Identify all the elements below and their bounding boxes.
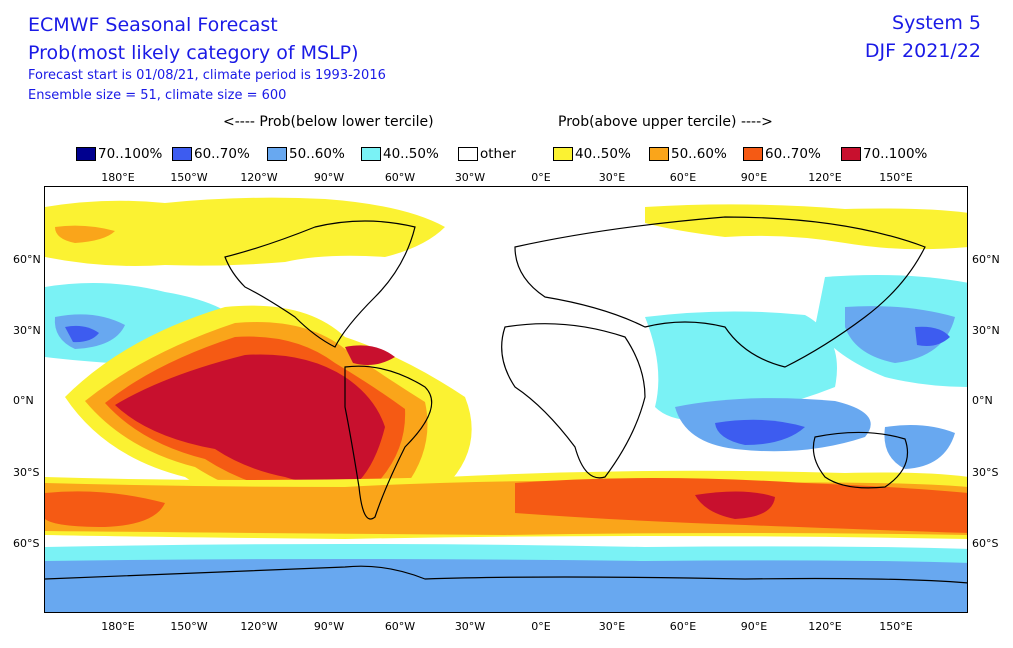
lon-label: 60°W bbox=[384, 620, 416, 633]
coastlines bbox=[45, 216, 967, 584]
lon-label: 90°W bbox=[313, 620, 345, 633]
region-carib-red bbox=[345, 345, 395, 365]
lon-label: 90°W bbox=[313, 171, 345, 184]
lat-label: 30°N bbox=[972, 324, 1000, 337]
coast-eurasia bbox=[514, 216, 926, 368]
lon-label: 90°E bbox=[740, 171, 768, 184]
region-epac-red bbox=[115, 354, 385, 486]
lat-label: 30°S bbox=[13, 466, 40, 479]
legend-swatch bbox=[743, 147, 763, 161]
title-main: ECMWF Seasonal Forecast bbox=[28, 14, 278, 36]
lat-label: 0°N bbox=[972, 394, 993, 407]
region-nasia-yellow bbox=[645, 204, 967, 250]
lon-label: 30°W bbox=[454, 171, 486, 184]
lon-label: 0°E bbox=[531, 171, 551, 184]
legend-item: 50..60% bbox=[267, 146, 345, 162]
lon-label: 120°E bbox=[808, 620, 842, 633]
legend-swatch bbox=[458, 147, 478, 161]
region-ant-blue bbox=[45, 559, 967, 612]
title-ensemble-size: Ensemble size = 51, climate size = 600 bbox=[28, 88, 287, 103]
legend: 70..100% 60..70% 50..60% 40..50% other 40..50… bbox=[76, 146, 956, 166]
legend-swatch bbox=[841, 147, 861, 161]
map-svg bbox=[45, 197, 967, 612]
region-north-orange bbox=[55, 225, 115, 243]
legend-item: 70..100% bbox=[841, 146, 927, 162]
region-north-yellow bbox=[45, 197, 445, 266]
region-so-red bbox=[695, 491, 775, 519]
lon-label: 150°W bbox=[170, 171, 208, 184]
legend-swatch bbox=[361, 147, 381, 161]
lat-label: 60°N bbox=[13, 253, 41, 266]
lat-label: 30°N bbox=[13, 324, 41, 337]
legend-item: 60..70% bbox=[172, 146, 250, 162]
lon-label: 180°E bbox=[101, 171, 135, 184]
legend-label: 40..50% bbox=[383, 146, 439, 162]
coast-south-america bbox=[344, 365, 433, 520]
system-label: System 5 bbox=[892, 12, 981, 34]
period-label: DJF 2021/22 bbox=[864, 40, 981, 62]
lon-label: 120°W bbox=[240, 620, 278, 633]
lon-label: 150°E bbox=[879, 620, 913, 633]
lon-label: 60°W bbox=[384, 171, 416, 184]
lon-label: 120°W bbox=[240, 171, 278, 184]
lon-label: 30°E bbox=[598, 171, 626, 184]
legend-item: 60..70% bbox=[743, 146, 821, 162]
lon-label: 60°E bbox=[669, 171, 697, 184]
legend-item: other bbox=[458, 146, 516, 162]
legend-swatch bbox=[267, 147, 287, 161]
legend-label: 50..60% bbox=[289, 146, 345, 162]
legend-swatch bbox=[649, 147, 669, 161]
region-aus-blue bbox=[884, 425, 955, 469]
lat-label: 60°S bbox=[972, 537, 999, 550]
coast-africa bbox=[501, 323, 646, 479]
region-asia-cyan bbox=[645, 311, 837, 421]
legend-label: 50..60% bbox=[671, 146, 727, 162]
lat-label: 60°S bbox=[13, 537, 40, 550]
lon-label: 180°E bbox=[101, 620, 135, 633]
legend-swatch bbox=[553, 147, 573, 161]
legend-label: 60..70% bbox=[765, 146, 821, 162]
legend-item: 40..50% bbox=[553, 146, 631, 162]
coast-north-america bbox=[224, 220, 416, 348]
lon-label: 0°E bbox=[531, 620, 551, 633]
title-variable: Prob(most likely category of MSLP) bbox=[28, 42, 359, 64]
lon-label: 60°E bbox=[669, 620, 697, 633]
lat-label: 30°S bbox=[972, 466, 999, 479]
lon-label: 30°E bbox=[598, 620, 626, 633]
coast-antarctica bbox=[45, 565, 967, 584]
legend-label: 60..70% bbox=[194, 146, 250, 162]
lon-label: 150°W bbox=[170, 620, 208, 633]
legend-above-header: Prob(above upper tercile) ----> bbox=[558, 114, 773, 130]
lon-label: 150°E bbox=[879, 171, 913, 184]
legend-swatch bbox=[76, 147, 96, 161]
region-io-dblue bbox=[715, 419, 805, 445]
lon-label: 90°E bbox=[740, 620, 768, 633]
legend-item: 40..50% bbox=[361, 146, 439, 162]
title-forecast-start: Forecast start is 01/08/21, climate peri… bbox=[28, 68, 386, 83]
lat-label: 60°N bbox=[972, 253, 1000, 266]
legend-below-header: <---- Prob(below lower tercile) bbox=[223, 114, 434, 130]
legend-swatch bbox=[172, 147, 192, 161]
lon-label: 30°W bbox=[454, 620, 486, 633]
lat-label: 0°N bbox=[13, 394, 34, 407]
forecast-field bbox=[45, 197, 967, 612]
region-wpac-dblue bbox=[915, 326, 950, 346]
legend-item: 50..60% bbox=[649, 146, 727, 162]
legend-item: 70..100% bbox=[76, 146, 162, 162]
region-wpac-blue bbox=[845, 306, 955, 363]
region-npac-blue2 bbox=[65, 325, 99, 343]
map-panel bbox=[44, 186, 968, 613]
legend-label: 40..50% bbox=[575, 146, 631, 162]
lon-label: 120°E bbox=[808, 171, 842, 184]
legend-label: other bbox=[480, 146, 516, 162]
legend-label: 70..100% bbox=[863, 146, 928, 162]
region-so-redorange-w bbox=[45, 491, 165, 527]
legend-label: 70..100% bbox=[98, 146, 163, 162]
coast-australia bbox=[812, 431, 909, 489]
